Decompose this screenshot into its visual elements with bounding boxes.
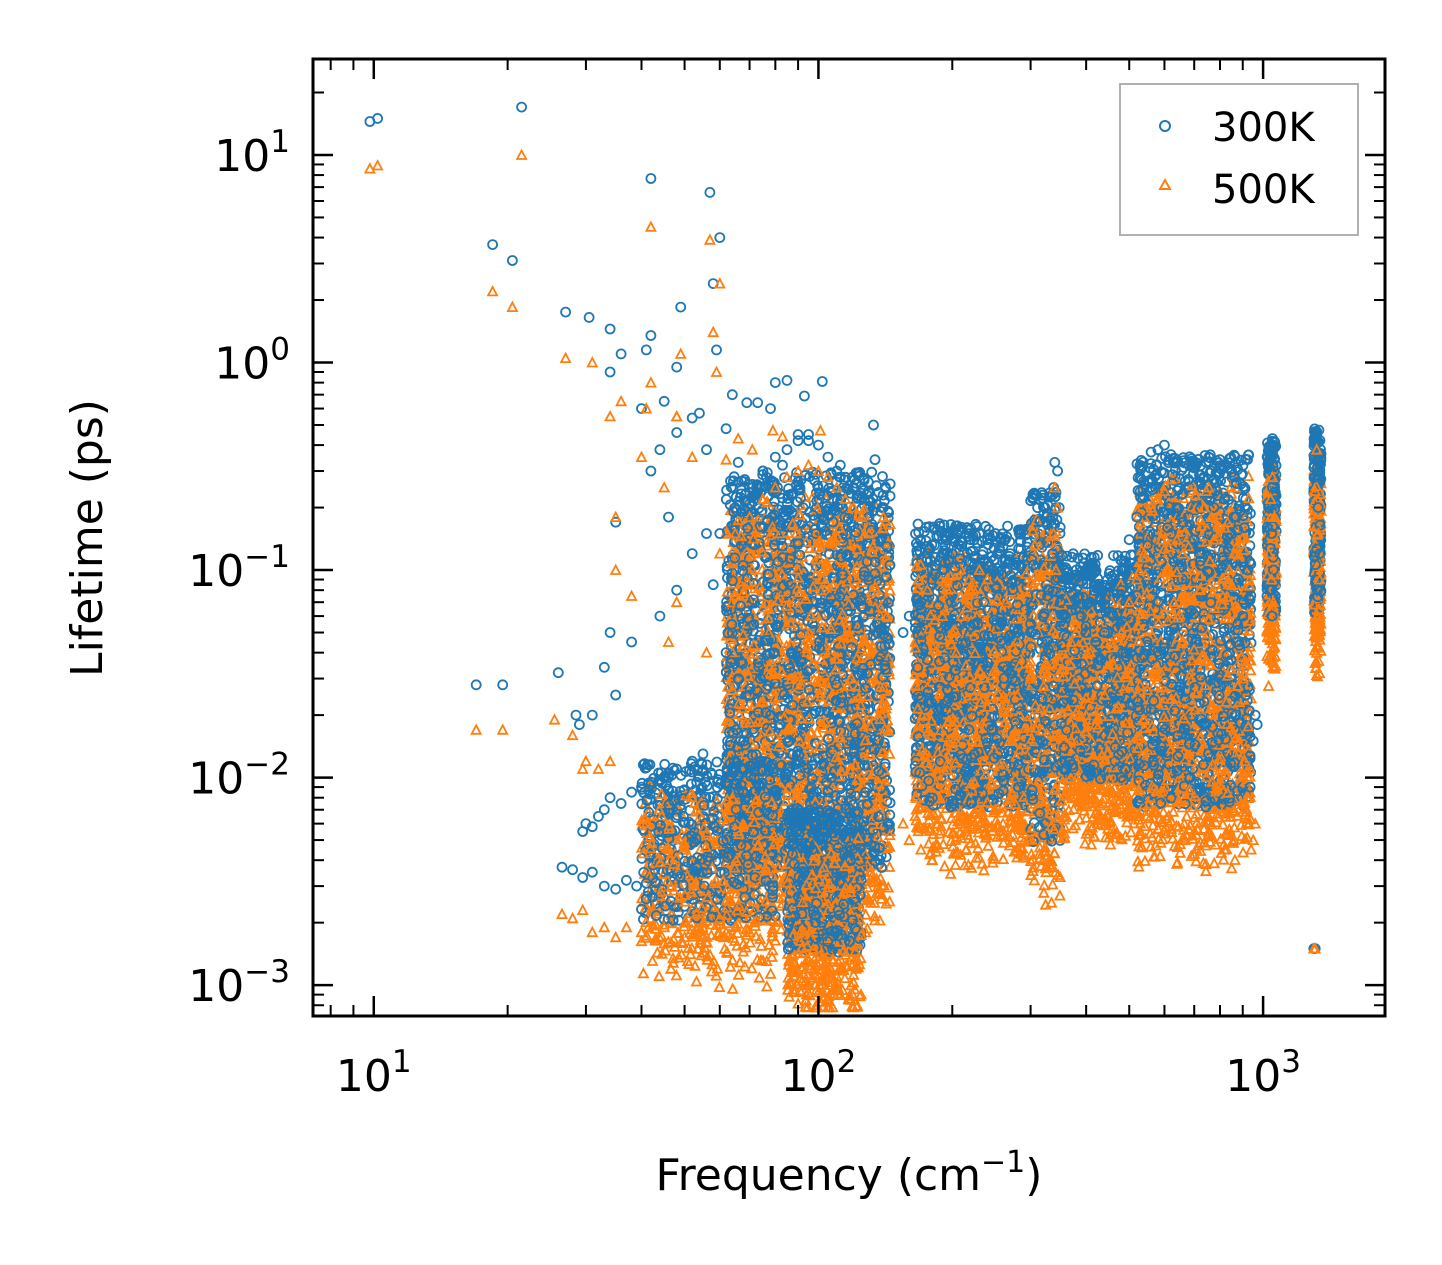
points-layer [363,101,1327,1013]
